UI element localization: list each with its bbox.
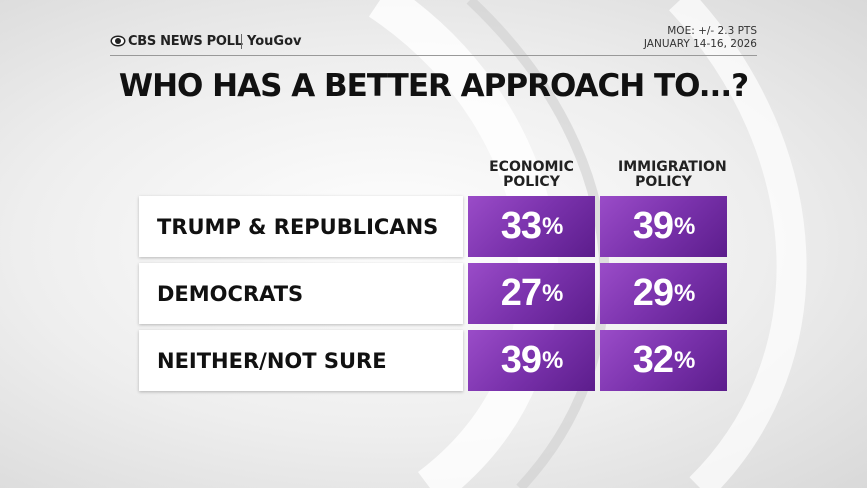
row-label: NEITHER/NOT SURE: [139, 330, 463, 391]
title: WHO HAS A BETTER APPROACH TO...?: [118, 68, 749, 104]
value-cell: 29%: [600, 263, 727, 324]
row-label: DEMOCRATS: [139, 263, 463, 324]
moe: MOE: +/- 2.3 PTS: [667, 25, 757, 37]
cbs-eye-logo: [110, 35, 126, 47]
value-cell: 32%: [600, 330, 727, 391]
row-label: TRUMP & REPUBLICANS: [139, 196, 463, 257]
column-header: ECONOMIC POLICY: [489, 159, 574, 190]
value-cell: 33%: [468, 196, 595, 257]
value-cell: 39%: [600, 196, 727, 257]
dates: JANUARY 14-16, 2026: [643, 38, 757, 50]
brand: CBS NEWS POLL: [128, 34, 243, 49]
column-header: IMMIGRATION POLICY: [618, 159, 727, 190]
header-rule: [110, 55, 757, 56]
partner: YouGov: [241, 34, 301, 49]
value-cell: 27%: [468, 263, 595, 324]
value-cell: 39%: [468, 330, 595, 391]
